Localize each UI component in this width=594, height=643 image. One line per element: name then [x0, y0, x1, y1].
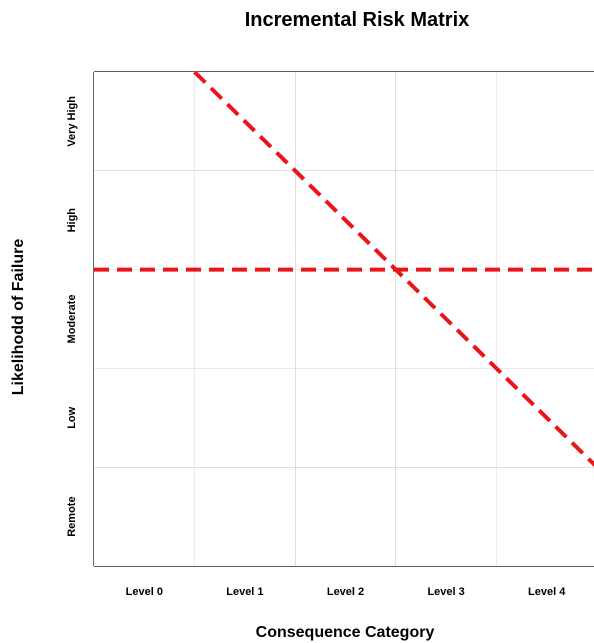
x-tick-label: Level 1: [226, 586, 263, 598]
x-tick-label: Level 2: [327, 586, 364, 598]
matrix-cell: [194, 170, 296, 270]
x-tick-label: Level 3: [427, 586, 464, 598]
matrix-cell: [94, 269, 195, 369]
y-tick-label: Moderate: [66, 295, 78, 344]
matrix-cell: [194, 269, 296, 369]
x-tick-label: Level 4: [528, 586, 566, 598]
matrix-cell: [194, 467, 296, 566]
x-axis-tick-labels: Level 0 Level 1 Level 2 Level 3 Level 4: [126, 586, 567, 598]
diagonal-threshold-line: [193, 70, 594, 468]
matrix-cell: [295, 467, 396, 566]
diagram-title: Incremental Risk Matrix: [245, 9, 470, 31]
y-tick-label: High: [66, 208, 78, 233]
matrix-cells: [94, 72, 594, 566]
matrix-cell: [496, 72, 594, 171]
matrix-cell: [295, 269, 396, 369]
x-axis-label: Consequence Category: [256, 624, 435, 641]
matrix-cell: [94, 368, 195, 468]
matrix-cell: [94, 467, 195, 566]
matrix-cell: [496, 170, 594, 270]
y-axis-label: Likelihodd of Failure: [10, 239, 27, 396]
matrix-cell: [94, 170, 195, 270]
matrix-cell: [395, 368, 497, 468]
y-tick-label: Remote: [66, 496, 78, 536]
matrix-cell: [395, 72, 497, 171]
y-tick-label: Very High: [66, 96, 78, 147]
matrix-cell: [295, 72, 396, 171]
matrix-cell: [395, 467, 497, 566]
matrix-cell: [496, 269, 594, 369]
matrix-cell: [194, 368, 296, 468]
y-axis-tick-labels: Remote Low Moderate High Very High: [66, 96, 78, 537]
threshold-lines: [94, 70, 594, 468]
x-tick-label: Level 0: [126, 586, 163, 598]
matrix-cell: [94, 72, 195, 171]
matrix-cell: [295, 368, 396, 468]
matrix-cell: [395, 170, 497, 270]
matrix-cell: [496, 467, 594, 566]
y-tick-label: Low: [66, 406, 78, 428]
